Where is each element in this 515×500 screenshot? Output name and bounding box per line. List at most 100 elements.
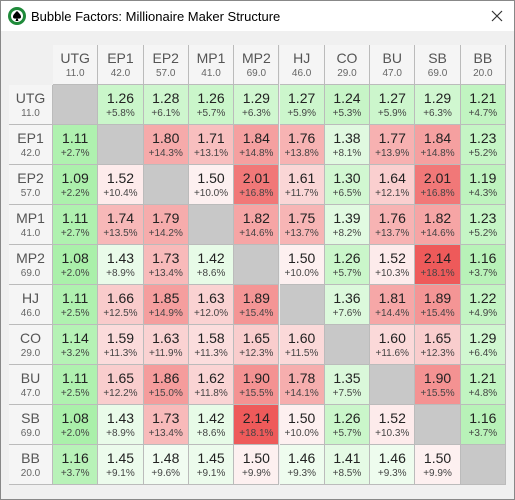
column-header: EP2 57.0 (143, 45, 189, 85)
risk-premium: +4.3% (468, 188, 498, 199)
empty-cell (53, 85, 99, 125)
matrix-cell: 1.22 +4.9% (460, 285, 506, 325)
stack-size: 41.0 (201, 68, 221, 79)
bubble-factor: 1.82 (423, 210, 452, 226)
matrix-cell: 1.24 +5.3% (324, 85, 371, 125)
empty-cell (279, 285, 325, 325)
risk-premium: +10.0% (193, 188, 229, 199)
matrix-cell: 1.89 +15.4% (234, 285, 280, 325)
stack-size: 47.0 (382, 68, 402, 79)
bubble-factor: 1.76 (378, 210, 406, 226)
bubble-factor: 1.50 (197, 170, 225, 186)
matrix-cell: 1.63 +11.9% (143, 325, 189, 365)
matrix-cell: 1.16 +3.7% (460, 405, 506, 445)
bubble-factor: 1.27 (378, 90, 406, 106)
risk-premium: +6.5% (332, 188, 362, 199)
matrix-cell: 1.14 +3.2% (53, 325, 99, 365)
empty-cell (324, 325, 371, 365)
bubble-factor: 1.11 (62, 130, 89, 146)
risk-premium: +3.2% (60, 348, 90, 359)
risk-premium: +5.7% (332, 428, 362, 439)
bubble-factor: 1.64 (378, 170, 406, 186)
risk-premium: +9.6% (151, 468, 181, 479)
risk-premium: +9.9% (242, 468, 271, 479)
position-name: BB (21, 450, 40, 466)
matrix-cell: 1.29 +6.4% (460, 325, 506, 365)
matrix-cell: 1.78 +14.1% (279, 365, 325, 405)
risk-premium: +2.0% (60, 268, 90, 279)
bubble-factor: 1.75 (288, 210, 316, 226)
matrix-cell: 1.81 +14.4% (370, 285, 416, 325)
close-button[interactable] (490, 9, 504, 23)
bubble-factor: 1.38 (333, 130, 361, 146)
risk-premium: +2.0% (60, 428, 90, 439)
matrix-cell: 1.21 +4.8% (460, 365, 506, 405)
bubble-factor: 1.42 (197, 410, 225, 426)
matrix-cell: 1.27 +5.9% (279, 85, 325, 125)
risk-premium: +5.7% (196, 108, 226, 119)
bubble-factor: 1.21 (469, 370, 497, 386)
risk-premium: +15.5% (239, 388, 274, 399)
bubble-factor: 1.62 (197, 370, 225, 386)
stack-size: 57.0 (156, 68, 176, 79)
bubble-factor: 1.28 (152, 90, 180, 106)
stack-size: 29.0 (337, 68, 357, 79)
matrix-cell: 1.60 +11.5% (279, 325, 325, 365)
empty-cell (415, 405, 461, 445)
bubble-factor: 1.26 (197, 90, 225, 106)
bubble-factor: 1.61 (288, 170, 316, 186)
bubble-factor: 2.01 (423, 170, 452, 186)
risk-premium: +13.5% (103, 228, 138, 239)
bubble-factor: 1.76 (288, 130, 316, 146)
bubble-factor: 1.24 (333, 90, 361, 106)
risk-premium: +15.0% (148, 388, 183, 399)
matrix-cell: 1.65 +12.3% (415, 325, 461, 365)
bubble-factor: 1.42 (197, 250, 225, 266)
bubble-factor: 1.85 (152, 290, 180, 306)
matrix-cell: 1.64 +12.1% (370, 165, 416, 205)
bubble-factor: 2.14 (423, 250, 452, 266)
matrix-cell: 1.65 +12.3% (234, 325, 280, 365)
matrix-cell: 1.45 +9.1% (188, 445, 235, 485)
empty-cell (370, 365, 416, 405)
risk-premium: +5.3% (332, 108, 362, 119)
bubble-factor: 1.89 (242, 290, 270, 306)
risk-premium: +8.1% (332, 148, 362, 159)
stack-size: 29.0 (20, 348, 41, 359)
risk-premium: +2.7% (60, 148, 90, 159)
bubble-factor-table: UTG 11.0 UTG 11.0 EP1 42.0 EP1 42.0 EP2 57.0 EP2 57… (1, 31, 514, 499)
matrix-cell: 1.65 +12.2% (98, 365, 144, 405)
matrix-cell: 2.14 +18.1% (234, 405, 280, 445)
column-header: MP1 41.0 (188, 45, 235, 85)
matrix-cell: 1.08 +2.0% (53, 245, 99, 285)
matrix-cell: 1.43 +8.9% (98, 245, 144, 285)
risk-premium: +11.3% (103, 348, 138, 359)
matrix-cell: 1.11 +2.5% (53, 285, 99, 325)
risk-premium: +5.2% (468, 148, 498, 159)
column-header: SB 69.0 (415, 45, 461, 85)
matrix-cell: 2.01 +16.8% (415, 165, 461, 205)
stack-size: 20.0 (20, 468, 41, 479)
matrix-cell: 1.46 +9.3% (279, 445, 325, 485)
risk-premium: +10.4% (103, 188, 138, 199)
risk-premium: +14.4% (375, 308, 410, 319)
position-name: MP1 (196, 50, 226, 66)
risk-premium: +12.3% (239, 348, 274, 359)
risk-premium: +6.1% (151, 108, 181, 119)
position-name: BB (473, 50, 493, 66)
bubble-factor: 1.58 (197, 330, 225, 346)
risk-premium: +14.8% (239, 148, 274, 159)
bubble-factor: 1.80 (152, 130, 180, 146)
matrix-cell: 1.80 +14.3% (143, 125, 189, 165)
matrix-cell: 1.50 +10.0% (279, 245, 325, 285)
matrix-cell: 1.62 +11.8% (188, 365, 235, 405)
column-header: BU 47.0 (370, 45, 416, 85)
bubble-factor: 1.50 (242, 450, 270, 466)
bubble-factor: 1.26 (333, 410, 361, 426)
bubble-factor: 1.39 (333, 210, 361, 226)
bubble-factor: 1.23 (469, 130, 497, 146)
matrix-cell: 1.59 +11.3% (98, 325, 144, 365)
position-name: BU (20, 370, 41, 386)
bubble-factor: 1.65 (423, 330, 452, 346)
risk-premium: +3.7% (468, 428, 498, 439)
